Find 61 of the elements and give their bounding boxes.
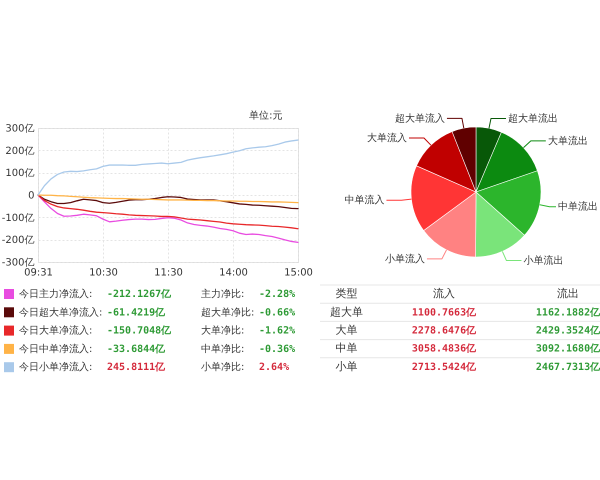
x-tick-label: 11:30: [154, 268, 183, 278]
slice-label: 大单流出: [548, 134, 588, 147]
text: 大单: [336, 324, 358, 336]
slice-label: 中单流出: [558, 200, 598, 213]
y-tick-label: 0: [28, 190, 34, 202]
slice-label: 小单流出: [523, 254, 564, 267]
slice-label: 超大单流出: [508, 112, 558, 125]
text: -0.66%: [259, 307, 296, 318]
y-tick-label: 300亿: [5, 124, 34, 134]
line-series: [37, 194, 299, 210]
text: -0.36%: [259, 344, 296, 355]
line-series: [37, 139, 299, 196]
x-tick-label: 09:31: [24, 268, 53, 278]
slice-label: 中单流入: [344, 194, 384, 206]
x-tick-label: 15:00: [284, 268, 313, 278]
text: 2467.7313亿: [536, 360, 600, 373]
line-series: [37, 194, 299, 230]
text: -33.6844亿: [107, 342, 166, 355]
text: 2713.5424亿: [412, 360, 478, 373]
legend-label: 今日中单净流入:: [19, 342, 92, 355]
y-tick-label: -300亿: [2, 258, 34, 268]
text: 超大单: [330, 305, 364, 318]
y-tick-label: -100亿: [2, 212, 34, 224]
y-tick-label: 200亿: [5, 146, 34, 157]
text: 245.8111亿: [107, 361, 166, 374]
slice-label: 超大单流入: [394, 112, 445, 124]
text: 3092.1680亿: [536, 342, 600, 355]
text: 2429.3524亿: [536, 324, 600, 336]
text: 1100.7663亿: [412, 306, 478, 318]
slice-label: 小单流入: [384, 252, 425, 265]
text: 流入: [433, 287, 455, 300]
text: 1162.1882亿: [536, 306, 600, 318]
legend-label: 今日超大单净流入:: [19, 306, 102, 318]
y-tick-label: -200亿: [2, 235, 34, 246]
text: 类型: [336, 287, 358, 300]
text: 小单净比:: [201, 361, 244, 374]
slice-label: 大单流入: [366, 132, 407, 144]
legend-label: 今日主力净流入:: [19, 288, 92, 300]
text: 3058.4836亿: [412, 342, 478, 355]
text: -212.1267亿: [107, 288, 172, 300]
text: 中单: [336, 342, 358, 355]
text: 流出: [557, 287, 579, 300]
text: -1.62%: [259, 326, 296, 337]
text: 超大单净比:: [201, 306, 254, 318]
text: 中单净比:: [201, 342, 244, 355]
text: 2278.6476亿: [412, 324, 478, 336]
legend-label: 今日大单净流入:: [19, 324, 92, 337]
legend-label: 今日小单净流入:: [19, 361, 92, 374]
text: 2.64%: [259, 362, 290, 374]
text: -2.28%: [259, 289, 296, 300]
x-tick-label: 10:30: [89, 268, 118, 278]
y-tick-label: 100亿: [5, 168, 34, 180]
text: -150.7048亿: [107, 324, 172, 337]
text: 大单净比:: [201, 324, 244, 337]
line-series: [37, 194, 299, 243]
x-tick-label: 14:00: [219, 268, 248, 278]
text: 小单: [336, 360, 358, 373]
text: -61.4219亿: [107, 306, 166, 318]
text: 主力净比:: [201, 288, 244, 300]
line-series: [37, 194, 299, 204]
y-axis-title: 单位:元: [249, 110, 282, 122]
